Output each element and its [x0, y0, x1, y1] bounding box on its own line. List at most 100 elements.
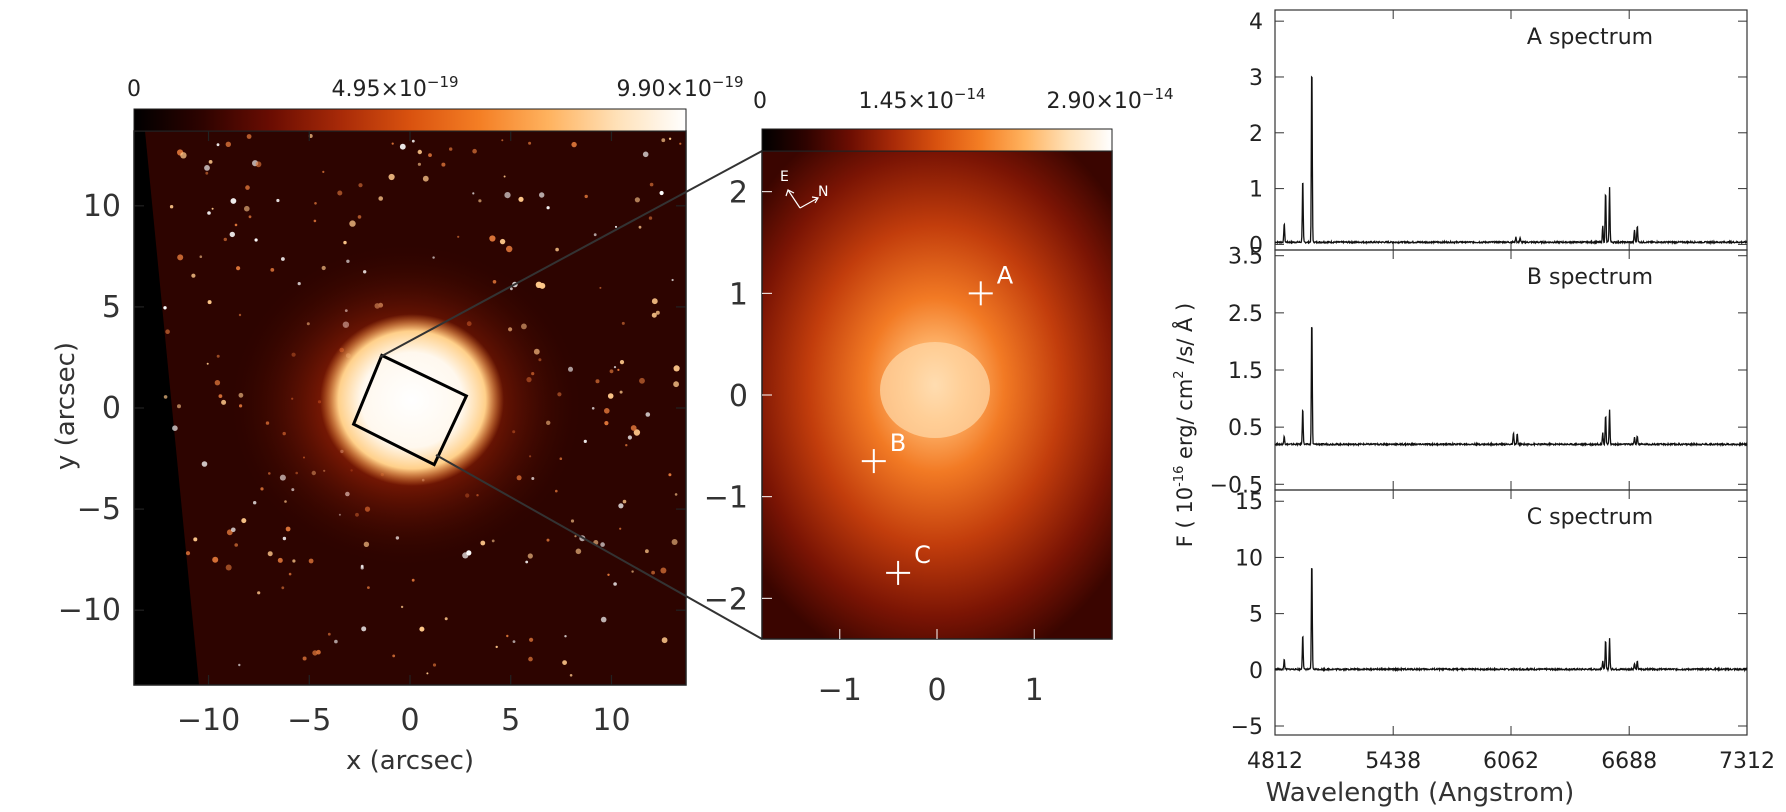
point-source [621, 321, 625, 325]
point-source [661, 637, 668, 644]
point-source [539, 192, 545, 198]
point-source [163, 306, 167, 310]
point-source [619, 360, 625, 365]
point-source [169, 205, 174, 209]
spectrum-y-tick-label: 1.5 [1228, 359, 1263, 384]
zoom-image-panel: A B C −1 0 1 2 1 0 −1 −2 E N 0 1.45×10−14 2.90×10… [704, 85, 1174, 708]
point-source [546, 538, 550, 542]
point-source [432, 663, 437, 667]
point-source [555, 247, 559, 252]
point-source [288, 572, 292, 576]
field-colorbar-min-label: 0 [127, 77, 141, 102]
zoom-x-tick-label: 0 [927, 673, 946, 708]
field-x-tick-label: −10 [177, 703, 240, 738]
spectrum-frame [1274, 9, 1748, 251]
zoom-colorbar-mid-label: 1.45×10−14 [858, 85, 985, 114]
spectrum-y-tick-label: 15 [1235, 490, 1263, 515]
point-source [417, 162, 421, 166]
spectrum-y-tick-label: 3.5 [1228, 245, 1263, 270]
point-source [357, 215, 362, 219]
point-source [503, 175, 506, 178]
point-source [221, 399, 227, 405]
point-source [419, 626, 425, 632]
field-colorbar-max-label: 9.90×10−19 [616, 73, 743, 102]
point-source [218, 394, 223, 398]
point-source [633, 429, 641, 436]
spectrum-y-tick-label: 1 [1249, 178, 1263, 203]
point-source [673, 365, 680, 372]
point-source [276, 198, 280, 203]
point-source [388, 173, 395, 181]
point-source [506, 245, 513, 253]
point-source [671, 278, 674, 282]
point-source [313, 219, 317, 223]
point-source [216, 143, 220, 147]
point-source [518, 196, 524, 202]
spectrum-y-tick-label: 3 [1249, 66, 1263, 91]
point-source [528, 656, 533, 662]
point-source [349, 220, 356, 227]
point-source [651, 312, 657, 318]
marker-label-B: B [890, 429, 906, 457]
point-source [277, 557, 283, 563]
spectrum-subplot: 15 10 5 0 −5 C spectrum [1231, 489, 1748, 740]
point-source [399, 143, 406, 150]
point-source [575, 548, 582, 555]
spectrum-y-tick-label: 10 [1235, 546, 1263, 571]
point-source [172, 425, 178, 432]
point-source [645, 412, 651, 417]
point-source [457, 235, 460, 238]
spectrum-frame [1274, 489, 1748, 736]
point-source [428, 153, 432, 158]
point-source [673, 381, 679, 388]
point-source [360, 566, 364, 570]
point-source [642, 151, 649, 158]
point-source [367, 586, 370, 589]
point-source [254, 238, 258, 242]
spectrum-y-tick-label: −0.5 [1210, 473, 1263, 498]
point-source [600, 542, 605, 547]
point-source [230, 198, 237, 204]
point-source [495, 645, 498, 649]
point-source [619, 527, 622, 530]
field-x-tick-label: 10 [592, 703, 630, 738]
point-source [234, 223, 238, 227]
point-source [231, 527, 236, 533]
zoom-y-tick-label: −1 [704, 481, 748, 516]
point-source [225, 564, 232, 571]
point-source [322, 170, 325, 173]
point-source [206, 362, 209, 365]
spectrum-line [1274, 567, 1748, 673]
point-source [292, 559, 296, 563]
point-source [630, 425, 637, 431]
point-source [282, 536, 287, 541]
zoom-colorbar [761, 128, 1113, 152]
point-source [649, 182, 654, 187]
compass-arrows-icon: E N [780, 169, 828, 209]
zoom-y-tick-label: 0 [729, 379, 748, 414]
field-axes: −10 −5 0 5 10 −10 −5 0 5 10 [58, 131, 686, 738]
point-source [648, 216, 653, 220]
point-source [361, 626, 367, 632]
spectra-x-tick-label: 4812 [1247, 749, 1303, 774]
field-x-tick-label: 0 [400, 703, 419, 738]
point-source [607, 573, 610, 576]
point-source [201, 461, 208, 467]
point-source [472, 148, 477, 154]
point-source [163, 395, 168, 399]
spectrum-title: B spectrum [1527, 265, 1653, 290]
point-source [527, 553, 533, 559]
field-y-tick-label: −10 [58, 593, 121, 628]
point-source [255, 161, 262, 168]
point-source [489, 235, 496, 242]
point-source [165, 329, 170, 335]
zoom-markers: A B C [861, 261, 1014, 585]
point-source [343, 240, 347, 245]
point-source [639, 377, 645, 384]
point-source [312, 650, 318, 656]
spectrum-title: A spectrum [1527, 25, 1653, 50]
point-source [411, 139, 415, 143]
point-source [236, 266, 241, 271]
zoom-colorbar-max-label: 2.90×10−14 [1046, 85, 1173, 114]
